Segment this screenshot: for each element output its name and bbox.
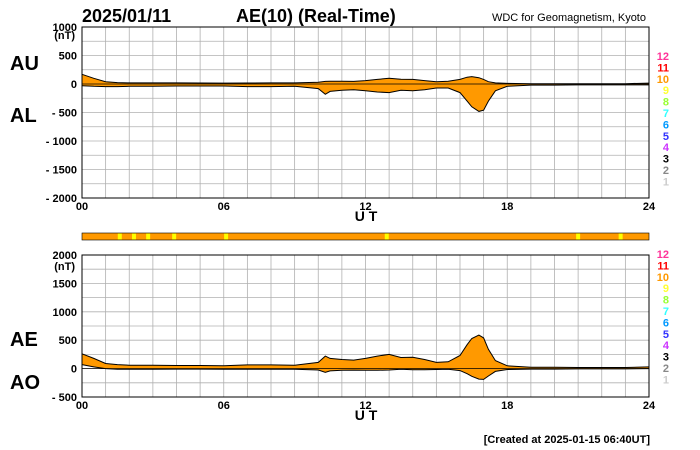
- station-count-legend-item: 8: [663, 97, 669, 109]
- status-bar-marker: [117, 233, 122, 240]
- x-tick-label: 00: [76, 201, 88, 213]
- station-count-legend-item: 9: [663, 85, 669, 97]
- date-title: 2025/01/11: [82, 6, 171, 26]
- created-timestamp: [Created at 2025-01-15 06:40UT]: [484, 434, 651, 446]
- source-label: WDC for Geomagnetism, Kyoto: [492, 12, 646, 24]
- chart-title: AE(10) (Real-Time): [236, 6, 396, 26]
- x-tick-label: 00: [76, 400, 88, 412]
- plot-frame: [81, 254, 650, 398]
- y-tick-label: - 2000: [46, 193, 77, 205]
- panel-ae-ao-series-label-ao: AO: [10, 372, 40, 394]
- panel-au-al-y-ticks: 1000 500 0 - 500 - 1000 - 1500 - 2000: [46, 22, 77, 205]
- panel-ae-ao-area: [81, 254, 650, 398]
- series-lower-line: [81, 364, 650, 380]
- station-status-bar: [81, 232, 650, 241]
- series-upper-line: [81, 73, 650, 85]
- status-bar-marker: [172, 233, 177, 240]
- panel-ae-ao-y-ticks: 2000 1500 1000 500 0 - 500: [52, 250, 77, 404]
- panel-ae-ao-series-label-ae: AE: [10, 329, 38, 351]
- status-bar-marker: [146, 233, 151, 240]
- station-count-legend-item: 8: [663, 295, 669, 307]
- station-count-legend-item: 2: [663, 363, 669, 375]
- y-tick-label: 2000: [53, 250, 77, 262]
- panel-au-al-unit: (nT): [54, 30, 75, 42]
- y-tick-label: - 500: [52, 392, 77, 404]
- panel-au-al-series-label-au: AU: [10, 53, 39, 75]
- y-tick-label: - 1500: [46, 165, 77, 177]
- station-count-legend-item: 6: [663, 119, 669, 131]
- status-bar-base: [81, 232, 650, 241]
- y-tick-label: 0: [71, 79, 77, 91]
- station-count-legend-item: 12: [657, 249, 669, 261]
- station-count-legend-item: 3: [663, 154, 669, 166]
- plot-frame: [81, 26, 650, 199]
- panel-ae-ao-unit: (nT): [54, 261, 75, 273]
- station-count-legend-item: 11: [657, 260, 669, 272]
- station-count-legend-item: 5: [663, 131, 669, 143]
- station-count-legend-item: 11: [657, 62, 669, 74]
- station-count-legend-item: 12: [657, 51, 669, 63]
- series-upper-line: [81, 334, 650, 368]
- x-tick-label: 18: [501, 201, 513, 213]
- panel-au-al-grid: [81, 26, 650, 199]
- station-count-legend-item: 4: [663, 340, 670, 352]
- x-tick-label: 12: [359, 400, 371, 412]
- x-tick-label: 06: [218, 201, 230, 213]
- station-count-legend-item: 9: [663, 283, 669, 295]
- status-bar-marker: [618, 233, 623, 240]
- y-tick-label: 1500: [53, 278, 77, 290]
- y-tick-label: - 500: [52, 108, 77, 120]
- x-tick-label: 24: [643, 400, 656, 412]
- station-count-legend-item: 5: [663, 329, 669, 341]
- panel-au-al-area: [81, 26, 650, 199]
- status-bar-marker: [224, 233, 229, 240]
- y-tick-label: 500: [59, 335, 77, 347]
- x-tick-label: 06: [218, 400, 230, 412]
- series-lower-line: [81, 84, 649, 112]
- y-tick-label: 500: [59, 51, 77, 63]
- station-count-legend-item: 7: [663, 306, 669, 318]
- status-bar-marker: [576, 233, 581, 240]
- panel-au-al-x-ticks: 00 06 12 18 24: [76, 201, 656, 213]
- station-count-legend-item: 2: [663, 165, 669, 177]
- panel-ae-ao-grid: [81, 254, 650, 398]
- station-count-legend-item: 4: [663, 142, 670, 154]
- y-tick-label: 0: [71, 364, 77, 376]
- x-tick-label: 18: [501, 400, 513, 412]
- station-count-legend-item: 6: [663, 317, 669, 329]
- station-count-legend-item: 10: [657, 74, 669, 86]
- station-count-legend-item: 1: [663, 176, 669, 188]
- station-count-legend-item: 10: [657, 272, 669, 284]
- x-tick-label: 12: [359, 201, 371, 213]
- y-tick-label: - 1000: [46, 136, 77, 148]
- status-bar-marker: [131, 233, 136, 240]
- y-tick-label: 1000: [53, 22, 77, 34]
- panel-ae-ao-x-ticks: 00 06 12 18 24: [76, 400, 656, 412]
- panel-ae-ao-x-label: U T: [355, 407, 378, 423]
- y-tick-label: 1000: [53, 307, 77, 319]
- x-tick-label: 24: [643, 201, 656, 213]
- status-bar-marker: [384, 233, 389, 240]
- panel-au-al-series-label-al: AL: [10, 105, 37, 127]
- station-count-legend-item: 3: [663, 352, 669, 364]
- panel-au-al-x-label: U T: [355, 208, 378, 224]
- station-count-legend-item: 1: [663, 374, 669, 386]
- station-count-legend-item: 7: [663, 108, 669, 120]
